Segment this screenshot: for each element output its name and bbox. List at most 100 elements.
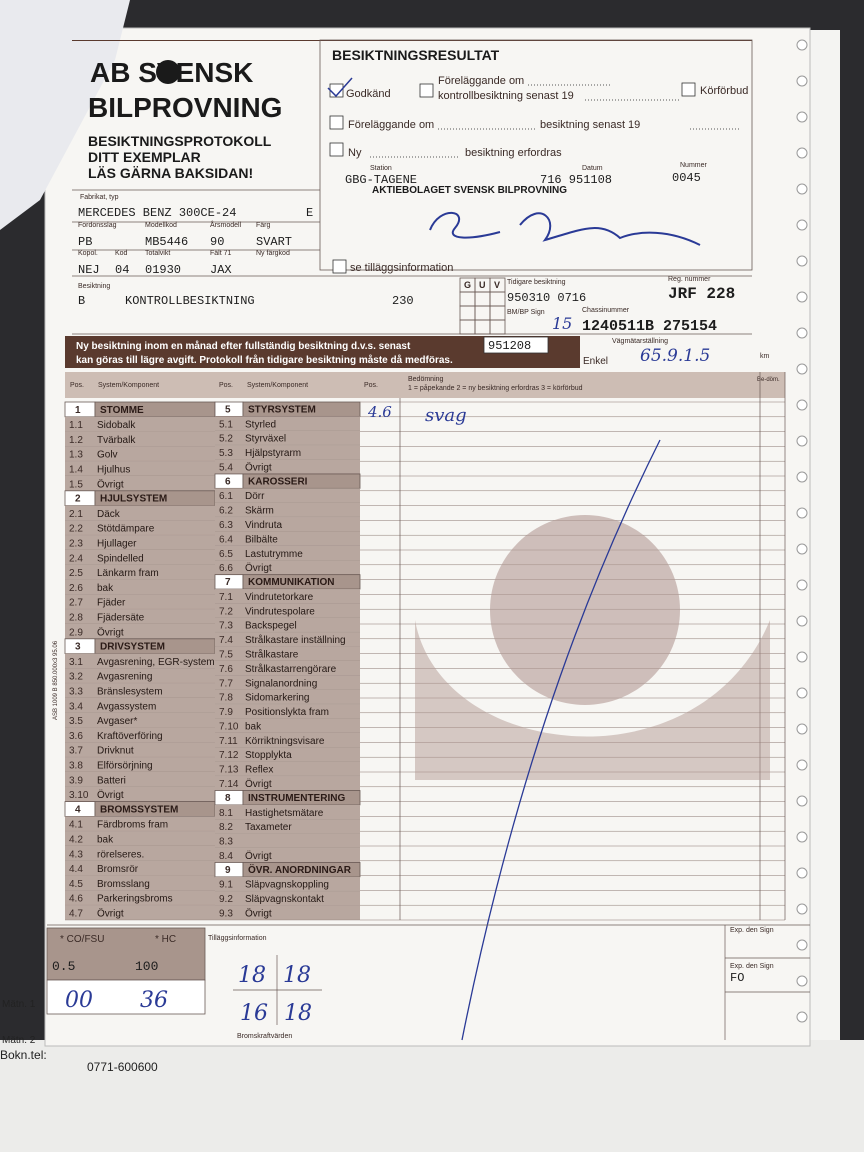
component-row xyxy=(215,776,360,791)
component-name: Övrigt xyxy=(245,908,272,920)
perforation-hole xyxy=(796,975,808,987)
component-name: Vindrutespolare xyxy=(245,606,315,617)
number: 0045 xyxy=(672,171,701,185)
component-pos: 7.1 xyxy=(219,592,233,603)
guv-letter: G xyxy=(464,280,471,290)
component-row xyxy=(65,712,215,728)
result-title: BESIKTNINGSRESULTAT xyxy=(332,47,500,63)
field-label: Färg xyxy=(256,222,271,229)
perforation-hole xyxy=(796,363,808,375)
component-name: Stopplykta xyxy=(245,750,292,761)
component-row xyxy=(215,430,360,446)
component-row xyxy=(65,875,215,891)
field-label: Vägmätarställning xyxy=(612,338,668,345)
component-row xyxy=(215,689,360,705)
component-pos: 1.2 xyxy=(69,435,83,446)
remark-pos: 4.6 xyxy=(367,403,392,421)
component-pos: 9.3 xyxy=(219,909,233,920)
component-pos: 2.1 xyxy=(69,509,83,520)
component-name: Sidobalk xyxy=(97,420,136,431)
new-suffix: besiktning erfordras xyxy=(465,147,562,159)
component-pos: 8.1 xyxy=(219,808,233,819)
component-row xyxy=(65,905,215,920)
component-pos: 6.1 xyxy=(219,491,233,502)
component-pos: 3.1 xyxy=(69,657,83,668)
field-label: Modellkod xyxy=(145,222,177,229)
order-suffix: besiktning senast 19 xyxy=(540,119,640,131)
protocol-line: DITT EXEMPLAR xyxy=(88,149,201,165)
perforation-hole xyxy=(796,75,808,87)
emission-limit: 100 xyxy=(135,959,158,974)
component-row xyxy=(65,431,215,447)
component-name: Drivknut xyxy=(97,746,134,757)
component-pos: 3.5 xyxy=(69,716,83,727)
component-name: Spindelled xyxy=(97,553,144,564)
component-name: Avgasrening xyxy=(97,672,152,683)
component-row xyxy=(65,816,215,832)
component-name: Övrigt xyxy=(245,850,272,862)
component-name: Styrväxel xyxy=(245,434,286,445)
component-name: Bromsrör xyxy=(97,864,139,875)
component-name: Släpvagnskoppling xyxy=(245,880,329,891)
component-name: Kraftöverföring xyxy=(97,731,163,742)
brakes-label: Bromskraftvärden xyxy=(237,1033,292,1040)
perforation-hole xyxy=(796,327,808,339)
sign: 15 xyxy=(552,314,572,333)
logo-bottom: BILPROVNING xyxy=(88,92,282,123)
component-pos: 2.8 xyxy=(69,613,83,624)
component-row xyxy=(65,683,215,698)
field-label: Tidigare besiktning xyxy=(507,279,566,286)
component-name: Hjälpstyrarm xyxy=(245,448,301,459)
component-pos: 7.5 xyxy=(219,650,233,661)
top-rule xyxy=(72,40,752,41)
component-row xyxy=(65,757,215,772)
assessment-scale: 1 = påpekande 2 = ny besiktning erfordra… xyxy=(408,384,583,392)
component-row xyxy=(65,846,215,861)
component-row xyxy=(215,747,360,762)
perforation-hole xyxy=(796,219,808,231)
group-number: 1 xyxy=(75,405,81,416)
column-header: System/Komponent xyxy=(98,382,159,389)
field-label: Fabrikat, typ xyxy=(80,194,119,201)
component-row xyxy=(215,416,360,431)
component-row xyxy=(65,535,215,550)
component-name: Positionslykta fram xyxy=(245,707,329,718)
perforation-hole xyxy=(796,183,808,195)
component-name: Bromsslang xyxy=(97,879,150,890)
table-header xyxy=(65,372,785,398)
component-name: Elförsörjning xyxy=(97,761,153,772)
date: 716 951108 xyxy=(540,173,612,187)
component-name: Körriktningsvisare xyxy=(245,736,325,747)
component-row xyxy=(65,624,215,639)
component-name: Färdbroms fram xyxy=(97,820,168,831)
column-header: Bedömning xyxy=(408,376,444,383)
banner-text: Ny besiktning inom en månad efter fullst… xyxy=(76,340,411,352)
perforation-hole xyxy=(796,903,808,915)
component-row xyxy=(65,742,215,758)
component-pos: 2.5 xyxy=(69,568,83,579)
component-pos: 7.9 xyxy=(219,707,233,718)
group-number: 4 xyxy=(75,804,81,815)
component-pos: 4.4 xyxy=(69,864,83,875)
group-title: BROMSSYSTEM xyxy=(100,804,178,815)
field-value: PB xyxy=(78,235,92,249)
measure-box xyxy=(46,979,206,1015)
component-pos: 2.9 xyxy=(69,627,83,638)
component-row xyxy=(215,833,360,849)
company: AKTIEBOLAGET SVENSK BILPROVNING xyxy=(372,185,567,196)
component-row xyxy=(65,668,215,684)
component-pos: 4.5 xyxy=(69,879,83,890)
signature xyxy=(429,211,701,246)
component-name: Batteri xyxy=(97,775,126,786)
component-pos: 1.1 xyxy=(69,420,83,431)
component-name: Strålkastarrengörare xyxy=(245,663,337,675)
field-label: Reg. nummer xyxy=(668,276,711,283)
component-name: Övrigt xyxy=(97,626,124,638)
brake-value: 18 xyxy=(283,963,311,988)
field-label: Årsmodell xyxy=(210,220,242,229)
watermark-logo xyxy=(415,620,770,780)
component-name: rörelseres. xyxy=(97,849,144,860)
component-pos: 1.3 xyxy=(69,450,83,461)
component-name: Hjulhus xyxy=(97,465,130,476)
